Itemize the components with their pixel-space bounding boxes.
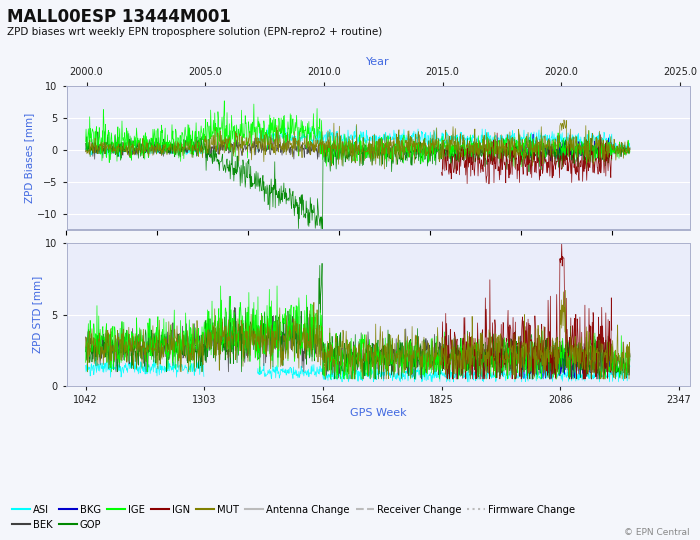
Legend: ASI, BEK, BKG, GOP, IGE, IGN, MUT, Antenna Change, Receiver Change, Firmware Cha: ASI, BEK, BKG, GOP, IGE, IGN, MUT, Anten… xyxy=(12,504,575,530)
Y-axis label: ZPD Biases [mm]: ZPD Biases [mm] xyxy=(25,113,34,203)
Text: ZPD biases wrt weekly EPN troposphere solution (EPN-repro2 + routine): ZPD biases wrt weekly EPN troposphere so… xyxy=(7,27,382,37)
Y-axis label: ZPD STD [mm]: ZPD STD [mm] xyxy=(32,276,43,353)
X-axis label: Year: Year xyxy=(366,57,390,66)
Text: MALL00ESP 13444M001: MALL00ESP 13444M001 xyxy=(7,8,231,26)
Text: © EPN Central: © EPN Central xyxy=(624,528,690,537)
X-axis label: GPS Week: GPS Week xyxy=(350,408,406,418)
